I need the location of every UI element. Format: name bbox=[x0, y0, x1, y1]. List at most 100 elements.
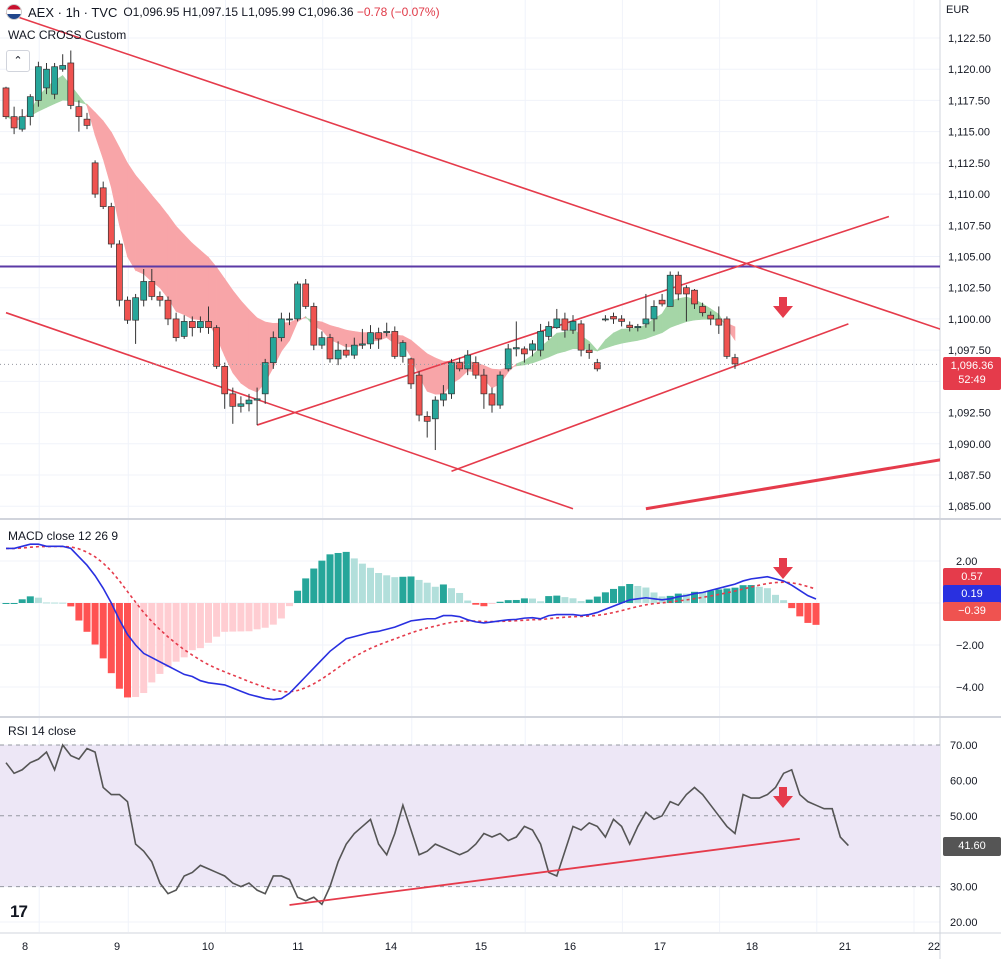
macd-histogram-bar bbox=[772, 594, 779, 603]
candle-body bbox=[610, 316, 617, 320]
candle-body bbox=[488, 393, 496, 406]
wac-cloud-green bbox=[515, 360, 525, 367]
ohlc-values: O1,096.95 H1,097.15 L1,095.99 C1,096.36 … bbox=[123, 5, 439, 19]
candle-body bbox=[213, 327, 220, 367]
wac-cloud-red bbox=[151, 194, 161, 289]
wac-cloud-green bbox=[605, 332, 614, 349]
macd-histogram-bar bbox=[326, 554, 334, 603]
wac-cloud-red bbox=[232, 289, 242, 384]
candle-body bbox=[286, 318, 293, 321]
candle-body bbox=[172, 318, 180, 339]
macd-pane bbox=[2, 543, 820, 701]
candle-body bbox=[448, 362, 455, 395]
candle-body bbox=[35, 66, 42, 101]
wac-cloud-red bbox=[289, 318, 298, 341]
candle-body bbox=[626, 324, 634, 329]
macd-histogram-bar bbox=[51, 602, 59, 604]
candle-body bbox=[83, 118, 91, 126]
candle-body bbox=[75, 106, 83, 118]
candle-body bbox=[2, 87, 10, 118]
rsi-tick-label: 30.00 bbox=[950, 882, 978, 894]
candle-body bbox=[415, 374, 423, 416]
candle-body bbox=[253, 398, 261, 401]
time-tick-label: 14 bbox=[385, 941, 397, 953]
trend-lines[interactable] bbox=[5, 12, 962, 511]
currency-label[interactable]: EUR bbox=[946, 4, 970, 16]
macd-histogram-bar bbox=[561, 597, 569, 603]
symbol-label[interactable]: AEX · 1h · TVC bbox=[28, 4, 118, 20]
down-arrows[interactable] bbox=[773, 297, 793, 808]
macd-histogram-bar bbox=[221, 603, 229, 632]
candle-body bbox=[464, 354, 472, 370]
time-tick-label: 15 bbox=[475, 941, 487, 953]
macd-histogram-bar bbox=[245, 603, 253, 632]
candles bbox=[2, 50, 739, 451]
candle-body bbox=[359, 343, 366, 346]
candle-body bbox=[723, 318, 731, 357]
candle-body bbox=[367, 332, 374, 345]
indicator-label-wac[interactable]: WAC CROSS Custom bbox=[8, 28, 127, 42]
macd-histogram-bar bbox=[626, 584, 634, 603]
macd-histogram-bar bbox=[391, 577, 399, 603]
time-tick-label: 9 bbox=[114, 941, 120, 953]
candle-body bbox=[59, 65, 67, 70]
macd-histogram-bar bbox=[456, 592, 464, 603]
macd-histogram-bar bbox=[472, 603, 480, 605]
candle-body bbox=[731, 357, 739, 365]
macd-histogram-bar bbox=[537, 601, 545, 603]
price-tick-label: 1,120.00 bbox=[948, 64, 991, 76]
macd-histogram-bar bbox=[480, 603, 488, 607]
macd-histogram-bar bbox=[294, 590, 302, 603]
macd-histogram-bar bbox=[269, 603, 277, 625]
wac-cloud-red bbox=[119, 147, 128, 257]
macd-tick-label: −2.00 bbox=[956, 640, 984, 652]
candle-body bbox=[537, 331, 544, 351]
macd-histogram-bar bbox=[407, 576, 415, 603]
trend-line bbox=[5, 12, 940, 330]
candle-body bbox=[602, 318, 609, 321]
macd-histogram-bar bbox=[529, 598, 536, 603]
candle-body bbox=[124, 299, 131, 321]
candle-body bbox=[691, 289, 698, 305]
macd-histogram-bar bbox=[286, 603, 293, 607]
candle-body bbox=[504, 348, 512, 370]
tradingview-logo[interactable]: 17 bbox=[10, 902, 28, 921]
macd-line bbox=[6, 543, 817, 701]
indicator-label-rsi[interactable]: RSI 14 close bbox=[8, 724, 77, 738]
macd-histogram-bar bbox=[788, 603, 796, 609]
candle-body bbox=[132, 297, 139, 321]
macd-histogram-bar bbox=[715, 589, 723, 603]
macd-histogram-bar bbox=[553, 595, 561, 603]
macd-histogram-bar bbox=[812, 603, 820, 625]
rsi-tick-label: 20.00 bbox=[950, 917, 978, 929]
macd-histogram-bar bbox=[318, 560, 326, 603]
candle-body bbox=[229, 393, 237, 407]
macd-histogram-bar bbox=[488, 603, 496, 604]
candle-body bbox=[715, 318, 723, 326]
macd-histogram-bar bbox=[375, 573, 383, 603]
macd-histogram-bar bbox=[739, 585, 747, 603]
macd-tick-label: −4.00 bbox=[956, 682, 984, 694]
chevron-up-icon[interactable]: ⌃ bbox=[6, 50, 30, 72]
macd-histogram-bar bbox=[763, 588, 771, 603]
time-tick-label: 17 bbox=[654, 941, 666, 953]
rsi-band-fill bbox=[0, 745, 940, 887]
candle-body bbox=[699, 306, 706, 314]
macd-histogram-bar bbox=[439, 584, 447, 603]
trend-line bbox=[451, 323, 849, 473]
price-tick-label: 1,085.00 bbox=[948, 501, 991, 513]
candle-body bbox=[456, 362, 463, 370]
candle-body bbox=[585, 349, 593, 353]
rsi-band bbox=[0, 744, 940, 888]
indicator-label-macd[interactable]: MACD close 12 26 9 bbox=[8, 529, 119, 543]
candle-body bbox=[383, 331, 391, 334]
rsi-trend-line bbox=[289, 837, 800, 906]
macd-histogram-bar bbox=[512, 599, 520, 603]
candle-body bbox=[148, 281, 156, 297]
macd-histogram-bar bbox=[682, 593, 690, 603]
wac-cloud-green bbox=[677, 296, 687, 325]
trend-line bbox=[645, 458, 940, 511]
macd-histogram-bar bbox=[172, 603, 180, 662]
macd-histogram-bar bbox=[334, 552, 342, 603]
